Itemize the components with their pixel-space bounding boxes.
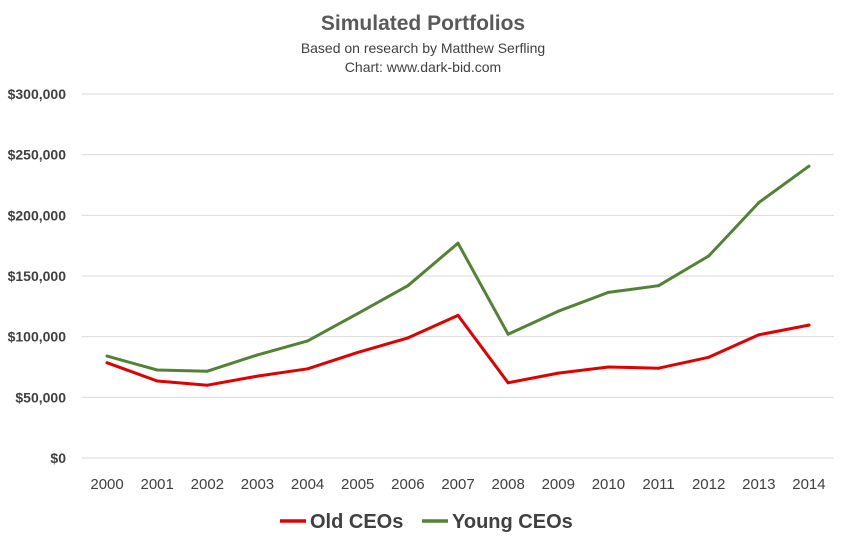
- data-point: [306, 367, 310, 371]
- x-tick-label: 2004: [291, 476, 324, 493]
- data-point: [506, 381, 510, 385]
- y-tick-label: $200,000: [8, 207, 67, 223]
- x-tick-label: 2014: [792, 476, 825, 493]
- x-tick-label: 2008: [491, 476, 524, 493]
- y-tick-label: $300,000: [8, 86, 67, 102]
- data-point: [255, 353, 259, 357]
- data-point: [556, 371, 560, 375]
- chart-title: Simulated Portfolios: [321, 12, 525, 35]
- x-tick-label: 2012: [692, 476, 725, 493]
- data-point: [456, 241, 460, 245]
- data-point: [606, 290, 610, 294]
- data-point: [406, 284, 410, 288]
- gridlines: [82, 93, 834, 459]
- y-axis-tick-labels: $0 $50,000 $100,000 $150,000 $200,000 $250,00…: [8, 86, 67, 466]
- data-point: [205, 383, 209, 387]
- data-point: [306, 339, 310, 343]
- data-point: [456, 313, 460, 317]
- data-point: [757, 201, 761, 205]
- x-tick-label: 2010: [592, 476, 625, 493]
- y-tick-label: $0: [50, 450, 66, 466]
- x-tick-label: 2002: [191, 476, 224, 493]
- series-line-young-ceos: [105, 164, 811, 373]
- data-point: [807, 323, 811, 327]
- data-point: [105, 361, 109, 365]
- x-tick-label: 2005: [341, 476, 374, 493]
- data-point: [506, 332, 510, 336]
- chart-subtitle-line-1: Based on research by Matthew Serfling: [301, 40, 545, 56]
- data-point: [606, 365, 610, 369]
- x-tick-label: 2011: [642, 476, 674, 493]
- chart-subtitle-line-2: Chart: www.dark-bid.com: [345, 59, 501, 75]
- legend-label-young-ceos: Young CEOs: [452, 511, 573, 533]
- data-point: [556, 309, 560, 313]
- data-point: [707, 355, 711, 359]
- data-point: [657, 284, 661, 288]
- data-point: [707, 254, 711, 258]
- x-tick-label: 2009: [542, 476, 575, 493]
- y-tick-label: $250,000: [8, 147, 67, 163]
- x-tick-label: 2007: [441, 476, 474, 493]
- data-point: [406, 336, 410, 340]
- data-point: [155, 368, 159, 372]
- x-tick-label: 2003: [241, 476, 274, 493]
- legend-label-old-ceos: Old CEOs: [310, 511, 403, 533]
- data-point: [205, 369, 209, 373]
- data-point: [356, 312, 360, 316]
- y-tick-label: $50,000: [15, 389, 66, 405]
- x-tick-label: 2013: [742, 476, 775, 493]
- x-tick-label: 2000: [90, 476, 123, 493]
- series-lines: [105, 164, 811, 387]
- x-tick-label: 2001: [141, 476, 174, 493]
- x-axis-tick-labels: 2000 2001 2002 2003 2004 2005 2006 2007 2008 2009…: [90, 476, 825, 493]
- data-point: [356, 350, 360, 354]
- data-point: [757, 333, 761, 337]
- y-tick-label: $150,000: [8, 268, 67, 284]
- data-point: [657, 366, 661, 370]
- data-point: [155, 379, 159, 383]
- y-tick-label: $100,000: [8, 329, 67, 345]
- x-tick-label: 2006: [391, 476, 424, 493]
- legend: Old CEOs Young CEOs: [280, 511, 573, 533]
- data-point: [105, 354, 109, 358]
- data-point: [807, 164, 811, 168]
- data-point: [255, 374, 259, 378]
- series-line-old-ceos: [105, 313, 811, 387]
